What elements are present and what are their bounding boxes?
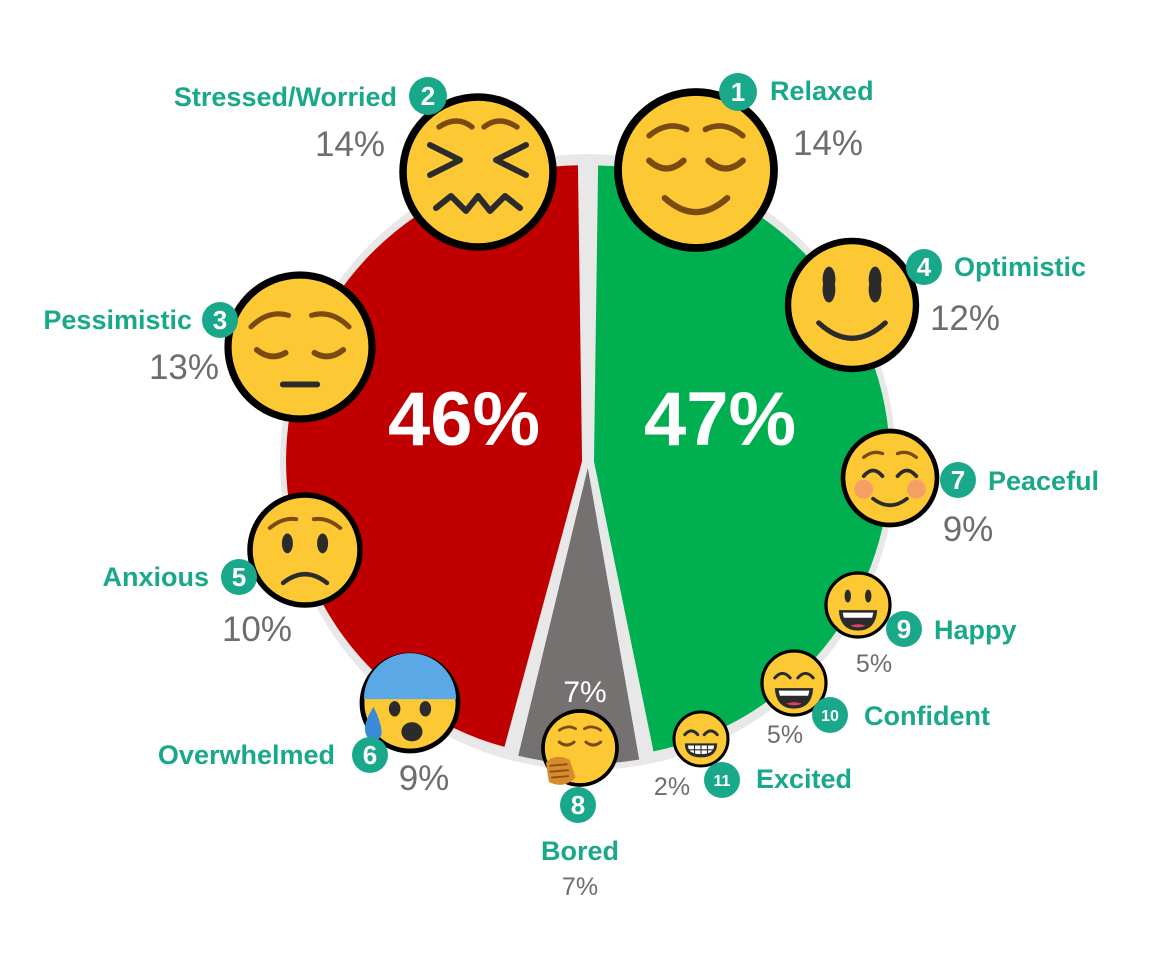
rank-number: 9 [897,614,911,644]
rank-badge-circle [409,77,447,115]
rank-badge: 11 [704,762,740,798]
emotion-percent: 2% [654,773,690,801]
rank-badge: 2 [409,77,447,115]
rank-number: 11 [714,773,731,790]
negative-total-label: 46% [388,377,540,462]
rank-number: 5 [232,562,246,592]
rank-badge-circle [940,462,976,498]
emotion-label: Pessimistic [43,305,192,335]
emotion-item-stressed-worried: 2 Stressed/Worried 14% [174,77,557,251]
emotion-label: Excited [756,764,852,794]
emotion-label: Overwhelmed [158,740,335,770]
rank-number: 1 [731,77,745,107]
rank-badge-circle [812,697,848,733]
grimacing-face-icon [672,710,730,768]
emotion-percent: 14% [315,125,385,164]
rank-badge-circle [352,737,388,773]
emotion-percent: 12% [930,299,1000,338]
emotion-label: Happy [934,615,1017,645]
emotion-item-overwhelmed: 6 Overwhelmed 9% [158,652,461,798]
emotion-percent: 7% [562,873,598,901]
rank-badge-circle [704,762,740,798]
emotion-item-bored: 8 Bored 7% [541,709,619,901]
rank-badge: 6 [352,737,388,773]
yawning-face-icon [541,709,619,787]
rank-badge: 7 [940,462,976,498]
rank-badge: 9 [886,611,922,647]
rank-number: 3 [213,305,227,335]
rank-badge: 4 [906,249,942,285]
rank-number: 10 [821,708,839,725]
emotion-percent: 14% [793,124,863,163]
emotion-percent: 9% [399,759,450,798]
emotion-label: Peaceful [988,466,1099,496]
grinning-face-icon [824,571,892,639]
rank-number: 7 [951,465,965,495]
rank-badge: 5 [221,559,257,595]
rank-number: 2 [421,81,435,111]
smiling-face-icon [784,237,920,373]
emotion-percent: 5% [767,721,803,749]
rank-badge: 8 [560,787,596,823]
emotion-item-relaxed: 1 Relaxed 14% [614,73,874,252]
emotion-percent: 13% [149,348,219,387]
blushing-face-icon [840,428,940,528]
relieved-face-icon [614,88,778,252]
rank-badge: 3 [202,302,238,338]
neutral-total-label: 7% [563,676,606,709]
emotion-label: Confident [864,701,990,731]
emotion-label: Optimistic [954,252,1086,282]
worried-face-icon [247,492,363,608]
confounded-face-icon [399,93,557,251]
pensive-face-icon [224,271,376,423]
beaming-face-icon [760,649,828,717]
emotion-item-peaceful: 7 Peaceful 9% [840,428,1099,549]
emotion-item-anxious: 5 Anxious 10% [102,492,363,649]
emotion-item-optimistic: 4 Optimistic 12% [784,237,1086,373]
rank-badge-circle [906,249,942,285]
emotion-item-excited: 11 Excited 2% [654,710,852,801]
rank-number: 6 [363,740,377,770]
emotion-item-pessimistic: 3 Pessimistic 13% [43,271,376,423]
emotion-item-happy: 9 Happy 5% [824,571,1017,678]
positive-total-label: 47% [644,377,796,462]
emotion-label: Bored [541,836,619,866]
rank-badge-circle [221,559,257,595]
neutral-wedge [518,467,640,764]
emotion-label: Stressed/Worried [174,82,397,112]
rank-badge-circle [202,302,238,338]
emotion-label: Relaxed [770,76,874,106]
rank-number: 8 [571,790,585,820]
rank-badge-circle [886,611,922,647]
rank-number: 4 [917,252,932,282]
rank-badge: 10 [812,697,848,733]
emotion-percent: 10% [222,610,292,649]
rank-badge-circle [560,787,596,823]
anxious-sweat-face-icon [359,652,461,754]
emotion-percent: 5% [856,650,892,678]
rank-badge: 1 [719,73,757,111]
emotion-label: Anxious [102,562,209,592]
emotion-percent: 9% [943,510,994,549]
emotion-item-confident: 10 Confident 5% [760,649,990,749]
rank-badge-circle [719,73,757,111]
